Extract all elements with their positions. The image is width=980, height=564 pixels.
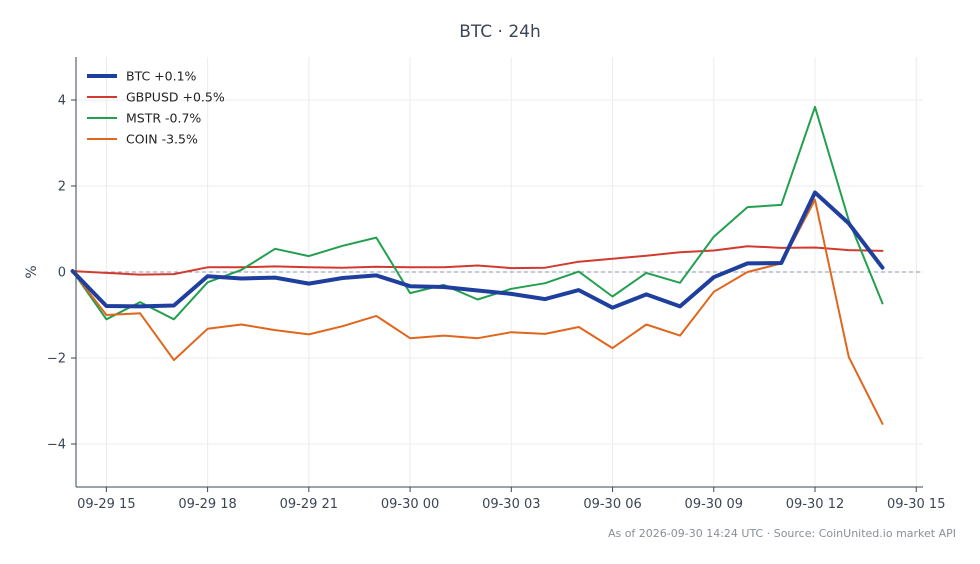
series-line-mstr	[71, 105, 884, 321]
source-footer: As of 2026-09-30 14:24 UTC · Source: Coi…	[608, 527, 956, 540]
y-tick-label: −4	[47, 438, 66, 453]
series-line-gbpusd	[71, 245, 884, 276]
y-ticks: 4 2 0 −2 −4	[47, 94, 76, 453]
legend-label: BTC +0.1%	[126, 69, 197, 84]
x-tick-label: 09-30 15	[887, 497, 945, 512]
y-tick-label: −2	[47, 352, 66, 367]
x-tick-label: 09-30 00	[381, 497, 439, 512]
x-tick-label: 09-30 09	[685, 497, 743, 512]
series-line-btc	[70, 190, 885, 310]
legend-label: MSTR -0.7%	[126, 111, 201, 126]
y-tick-label: 2	[58, 180, 66, 195]
x-tick-label: 09-30 03	[482, 497, 540, 512]
y-tick-label: 4	[58, 94, 66, 109]
legend: BTC +0.1% GBPUSD +0.5% MSTR -0.7% COIN -3.5…	[87, 69, 225, 147]
x-tick-label: 09-30 12	[786, 497, 844, 512]
y-axis-label: %	[24, 265, 40, 278]
legend-label: COIN -3.5%	[126, 132, 198, 147]
x-tick-label: 09-29 21	[280, 497, 338, 512]
x-tick-label: 09-29 15	[77, 497, 135, 512]
chart-title: BTC · 24h	[459, 22, 541, 42]
x-ticks: 09-29 15 09-29 18 09-29 21 09-30 00 09-30 03…	[77, 487, 945, 512]
y-tick-label: 0	[58, 266, 66, 281]
series-line-coin	[71, 198, 884, 425]
x-tick-label: 09-30 06	[583, 497, 641, 512]
x-tick-label: 09-29 18	[178, 497, 236, 512]
legend-label: GBPUSD +0.5%	[126, 90, 225, 105]
series-lines	[70, 105, 885, 425]
